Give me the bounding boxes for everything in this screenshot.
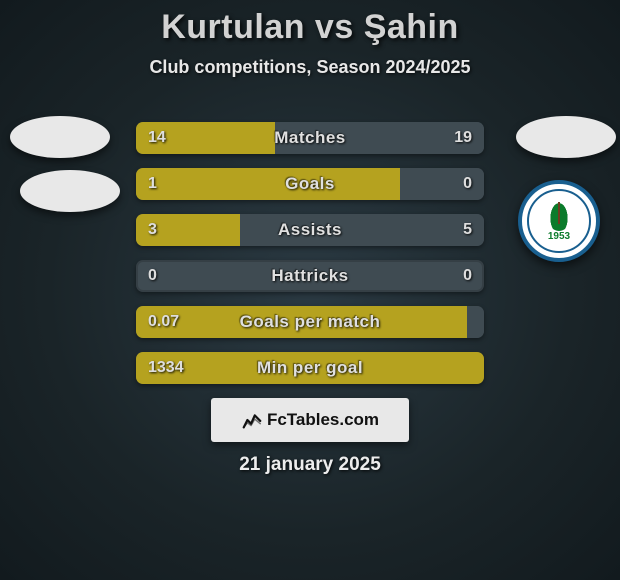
bar-segment-right — [467, 306, 484, 338]
stat-row: Goals10 — [136, 168, 484, 200]
stat-row: Goals per match0.07 — [136, 306, 484, 338]
bar-segment-left — [136, 122, 275, 154]
leaf-icon — [548, 199, 570, 231]
bar-track — [136, 214, 484, 246]
chart-icon — [241, 409, 263, 431]
team-logo-left-2 — [20, 170, 120, 212]
watermark: FcTables.com — [211, 398, 409, 442]
bar-track — [136, 168, 484, 200]
stat-row: Min per goal1334 — [136, 352, 484, 384]
watermark-text: FcTables.com — [267, 410, 379, 430]
comparison-bars: Matches1419 Goals10 Assists35 Hattricks00 Go… — [136, 122, 484, 398]
bar-track — [136, 352, 484, 384]
team-logo-left-1 — [10, 116, 110, 158]
bar-segment-right — [275, 122, 484, 154]
comparison-title: Kurtulan vs Şahin — [0, 0, 620, 47]
club-badge-right: 1953 — [518, 180, 600, 262]
bar-segment-left — [136, 168, 400, 200]
team-logo-right-1 — [516, 116, 616, 158]
snapshot-date: 21 january 2025 — [0, 454, 620, 476]
bar-segment-right — [400, 168, 484, 200]
season-subtitle: Club competitions, Season 2024/2025 — [0, 57, 620, 78]
stat-row: Hattricks00 — [136, 260, 484, 292]
bar-segment-left — [136, 352, 484, 384]
club-badge-year: 1953 — [548, 231, 570, 242]
bar-track — [136, 122, 484, 154]
bar-track — [136, 306, 484, 338]
stat-row: Assists35 — [136, 214, 484, 246]
bar-segment-left — [136, 306, 467, 338]
bar-track — [136, 260, 484, 292]
stat-row: Matches1419 — [136, 122, 484, 154]
club-badge-inner: 1953 — [527, 189, 591, 253]
bar-segment-left — [136, 214, 240, 246]
bar-segment-right — [240, 214, 484, 246]
